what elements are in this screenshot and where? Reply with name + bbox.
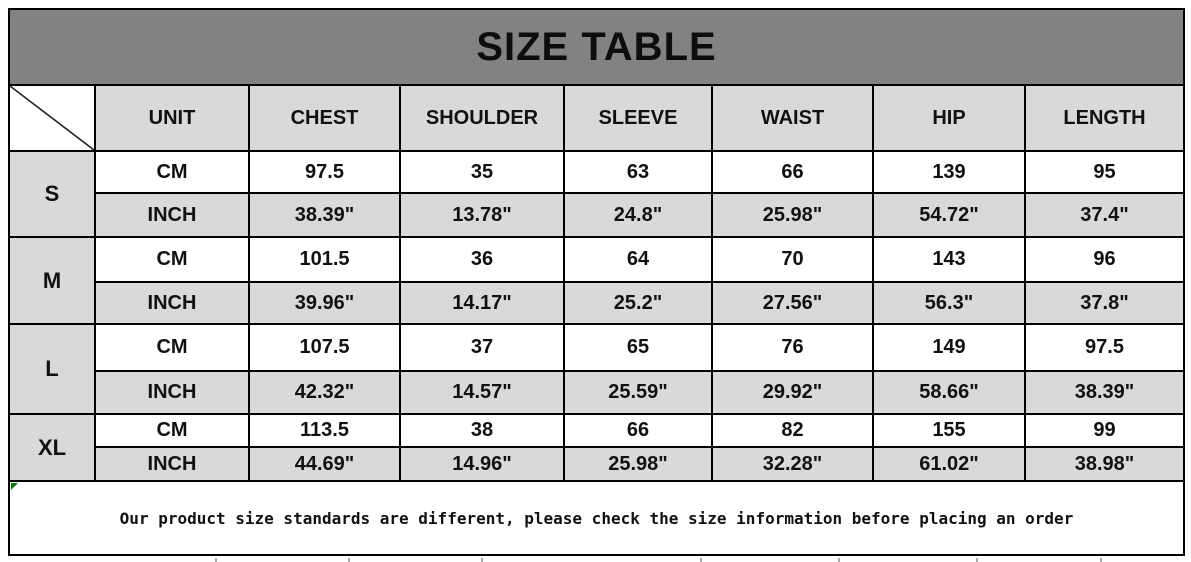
table-cell: 37.8" <box>1026 283 1183 323</box>
table-cell: 35 <box>401 152 563 192</box>
table-cell: 37.4" <box>1026 194 1183 236</box>
grid-tick <box>700 558 702 562</box>
table-cell: 101.5 <box>250 238 399 281</box>
table-cell: 99 <box>1026 415 1183 446</box>
table-cell: 66 <box>713 152 872 192</box>
table-cell: 38.39" <box>250 194 399 236</box>
col-header-shoulder: SHOULDER <box>401 86 563 150</box>
table-cell: 29.92" <box>713 372 872 413</box>
table-cell: 149 <box>874 325 1024 370</box>
table-cell: 66 <box>565 415 711 446</box>
table-cell: 27.56" <box>713 283 872 323</box>
col-header-waist: WAIST <box>713 86 872 150</box>
table-cell: 14.96" <box>401 448 563 480</box>
grid-tick <box>215 558 217 562</box>
table-cell: 96 <box>1026 238 1183 281</box>
table-cell: 61.02" <box>874 448 1024 480</box>
table-cell: 25.98" <box>713 194 872 236</box>
diagonal-line-icon <box>10 86 94 150</box>
table-cell: 38.39" <box>1026 372 1183 413</box>
table-cell: 95 <box>1026 152 1183 192</box>
table-cell: 143 <box>874 238 1024 281</box>
col-header-chest: CHEST <box>250 86 399 150</box>
table-cell: 64 <box>565 238 711 281</box>
col-header-unit: UNIT <box>96 86 248 150</box>
unit-cell: CM <box>96 238 248 281</box>
table-cell: 39.96" <box>250 283 399 323</box>
table-cell: 13.78" <box>401 194 563 236</box>
table-cell: 76 <box>713 325 872 370</box>
col-header-hip: HIP <box>874 86 1024 150</box>
size-label-xl: XL <box>10 415 94 480</box>
table-cell: 56.3" <box>874 283 1024 323</box>
unit-cell: INCH <box>96 448 248 480</box>
table-cell: 107.5 <box>250 325 399 370</box>
footer-note-text: Our product size standards are different… <box>119 508 1074 528</box>
grid-tick <box>838 558 840 562</box>
table-cell: 97.5 <box>1026 325 1183 370</box>
table-cell: 63 <box>565 152 711 192</box>
unit-cell: INCH <box>96 283 248 323</box>
col-header-length: LENGTH <box>1026 86 1183 150</box>
size-label-l: L <box>10 325 94 413</box>
table-cell: 97.5 <box>250 152 399 192</box>
table-cell: 14.57" <box>401 372 563 413</box>
table-cell: 36 <box>401 238 563 281</box>
table-cell: 58.66" <box>874 372 1024 413</box>
footer-note: Our product size standards are different… <box>10 482 1183 554</box>
unit-cell: INCH <box>96 372 248 413</box>
page-title: SIZE TABLE <box>10 10 1183 84</box>
grid-tick <box>481 558 483 562</box>
corner-cell <box>10 86 94 150</box>
unit-cell: CM <box>96 415 248 446</box>
table-cell: 25.98" <box>565 448 711 480</box>
table-cell: 24.8" <box>565 194 711 236</box>
table-cell: 37 <box>401 325 563 370</box>
table-cell: 82 <box>713 415 872 446</box>
table-cell: 65 <box>565 325 711 370</box>
size-label-m: M <box>10 238 94 323</box>
table-cell: 44.69" <box>250 448 399 480</box>
table-cell: 42.32" <box>250 372 399 413</box>
cell-corner-marker-icon <box>11 483 18 490</box>
unit-cell: CM <box>96 152 248 192</box>
table-cell: 113.5 <box>250 415 399 446</box>
table-cell: 38 <box>401 415 563 446</box>
size-label-s: S <box>10 152 94 236</box>
table-cell: 70 <box>713 238 872 281</box>
table-cell: 14.17" <box>401 283 563 323</box>
grid-tick <box>1100 558 1102 562</box>
table-cell: 54.72" <box>874 194 1024 236</box>
table-cell: 25.2" <box>565 283 711 323</box>
table-cell: 25.59" <box>565 372 711 413</box>
table-cell: 139 <box>874 152 1024 192</box>
table-cell: 155 <box>874 415 1024 446</box>
col-header-sleeve: SLEEVE <box>565 86 711 150</box>
unit-cell: CM <box>96 325 248 370</box>
table-cell: 32.28" <box>713 448 872 480</box>
size-table: SIZE TABLE UNIT CHEST SHOULDER SLEEVE WA… <box>8 8 1185 556</box>
grid-tick <box>348 558 350 562</box>
table-cell: 38.98" <box>1026 448 1183 480</box>
grid-tick <box>976 558 978 562</box>
unit-cell: INCH <box>96 194 248 236</box>
